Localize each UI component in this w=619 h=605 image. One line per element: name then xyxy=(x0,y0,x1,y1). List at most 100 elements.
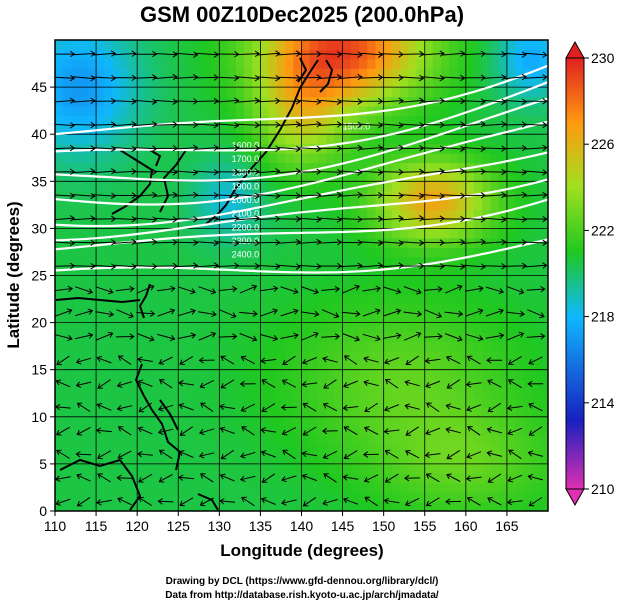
heatmap-cell xyxy=(235,492,245,503)
heatmap-cell xyxy=(367,256,377,267)
heatmap-cell xyxy=(260,303,270,314)
heatmap-cell xyxy=(219,407,229,418)
heatmap-cell xyxy=(416,492,426,503)
heatmap-cell xyxy=(457,87,467,98)
heatmap-cell xyxy=(317,454,327,465)
heatmap-cell xyxy=(474,115,483,126)
heatmap-cell xyxy=(309,482,319,493)
heatmap-cell xyxy=(350,416,360,427)
wind-vector-arrow xyxy=(237,168,260,175)
heatmap-cell xyxy=(367,454,377,465)
wind-vector-arrow xyxy=(158,379,173,389)
heatmap-cell xyxy=(506,501,516,511)
heatmap-cell xyxy=(96,77,105,88)
heatmap-cell xyxy=(383,350,393,361)
heatmap-cell xyxy=(531,445,541,456)
heatmap-cell xyxy=(490,124,500,135)
heatmap-cell xyxy=(350,294,360,305)
heatmap-cell xyxy=(63,134,73,145)
heatmap-cell xyxy=(268,454,278,465)
heatmap-cell xyxy=(523,218,533,229)
heatmap-cell xyxy=(276,247,286,258)
wind-vector-arrow xyxy=(465,475,482,482)
colorbar-tick-label: 218 xyxy=(591,309,615,325)
heatmap-cell xyxy=(449,369,459,380)
heatmap-cell xyxy=(449,407,459,418)
heatmap-cell xyxy=(465,115,475,126)
y-axis-label: Latitude (degrees) xyxy=(4,201,23,348)
heatmap-cell xyxy=(457,369,467,380)
wind-vector-arrow xyxy=(360,239,384,247)
heatmap-cell xyxy=(227,313,237,324)
heatmap-cell xyxy=(137,266,146,277)
heatmap-cell xyxy=(71,218,81,229)
wind-vector-arrow xyxy=(115,285,135,293)
heatmap-cell xyxy=(531,416,541,427)
heatmap-cell xyxy=(211,40,220,51)
heatmap-cell xyxy=(367,369,377,380)
heatmap-cell xyxy=(145,153,155,164)
heatmap-cell xyxy=(71,87,81,98)
heatmap-cell xyxy=(474,435,483,446)
heatmap-cell xyxy=(96,388,105,399)
heatmap-cell xyxy=(186,105,196,116)
heatmap-cell xyxy=(79,482,89,493)
heatmap-cell xyxy=(317,87,327,98)
heatmap-cell xyxy=(432,171,442,182)
heatmap-cell xyxy=(63,350,73,361)
heatmap-cell xyxy=(243,77,253,88)
heatmap-cell xyxy=(227,68,237,79)
wind-vector-arrow xyxy=(93,145,117,153)
heatmap-cell xyxy=(285,40,294,51)
heatmap-cell xyxy=(432,445,442,456)
heatmap-cell xyxy=(326,294,335,305)
wind-vector-arrow xyxy=(93,192,117,200)
heatmap-cell xyxy=(408,369,418,380)
heatmap-cell xyxy=(71,303,81,314)
heatmap-cell xyxy=(432,275,442,286)
heatmap-cell xyxy=(145,40,155,51)
heatmap-cell xyxy=(194,313,204,324)
heatmap-cell xyxy=(359,68,368,79)
heatmap-cell xyxy=(252,124,262,135)
heatmap-cell xyxy=(71,379,81,390)
heatmap-cell xyxy=(227,284,237,295)
heatmap-cell xyxy=(260,218,270,229)
heatmap-cell xyxy=(96,228,105,239)
heatmap-cell xyxy=(120,313,130,324)
heatmap-cell xyxy=(391,171,401,182)
wind-vector-arrow xyxy=(528,402,543,412)
heatmap-cell xyxy=(383,58,393,69)
heatmap-cell xyxy=(120,492,130,503)
heatmap-cell xyxy=(482,162,492,173)
heatmap-cell xyxy=(227,397,237,408)
heatmap-cell xyxy=(465,360,475,371)
heatmap-cell xyxy=(260,379,270,390)
wind-vector-arrow xyxy=(175,239,199,246)
heatmap-cell xyxy=(474,58,483,69)
heatmap-cell xyxy=(128,162,138,173)
heatmap-cell xyxy=(523,341,533,352)
wind-vector-arrow xyxy=(424,451,441,459)
heatmap-cell xyxy=(194,87,204,98)
heatmap-cell xyxy=(367,360,377,371)
heatmap-cell xyxy=(112,397,122,408)
heatmap-cell xyxy=(539,445,548,456)
wind-vector-arrow xyxy=(298,74,322,81)
wind-vector-arrow xyxy=(319,191,343,199)
wind-vector-arrow xyxy=(237,192,260,200)
heatmap-cell xyxy=(87,303,97,314)
heatmap-cell xyxy=(350,454,360,465)
heatmap-cell xyxy=(161,388,171,399)
wind-vector-arrow xyxy=(360,122,384,129)
heatmap-cell xyxy=(515,369,524,380)
heatmap-cell xyxy=(531,228,541,239)
heatmap-cell xyxy=(424,153,434,164)
heatmap-cell xyxy=(260,501,270,511)
heatmap-cell xyxy=(178,153,188,164)
heatmap-cell xyxy=(243,68,253,79)
wind-vector-arrow xyxy=(116,474,133,482)
heatmap-cell xyxy=(268,445,278,456)
heatmap-cell xyxy=(474,77,483,88)
heatmap-cell xyxy=(227,322,237,333)
